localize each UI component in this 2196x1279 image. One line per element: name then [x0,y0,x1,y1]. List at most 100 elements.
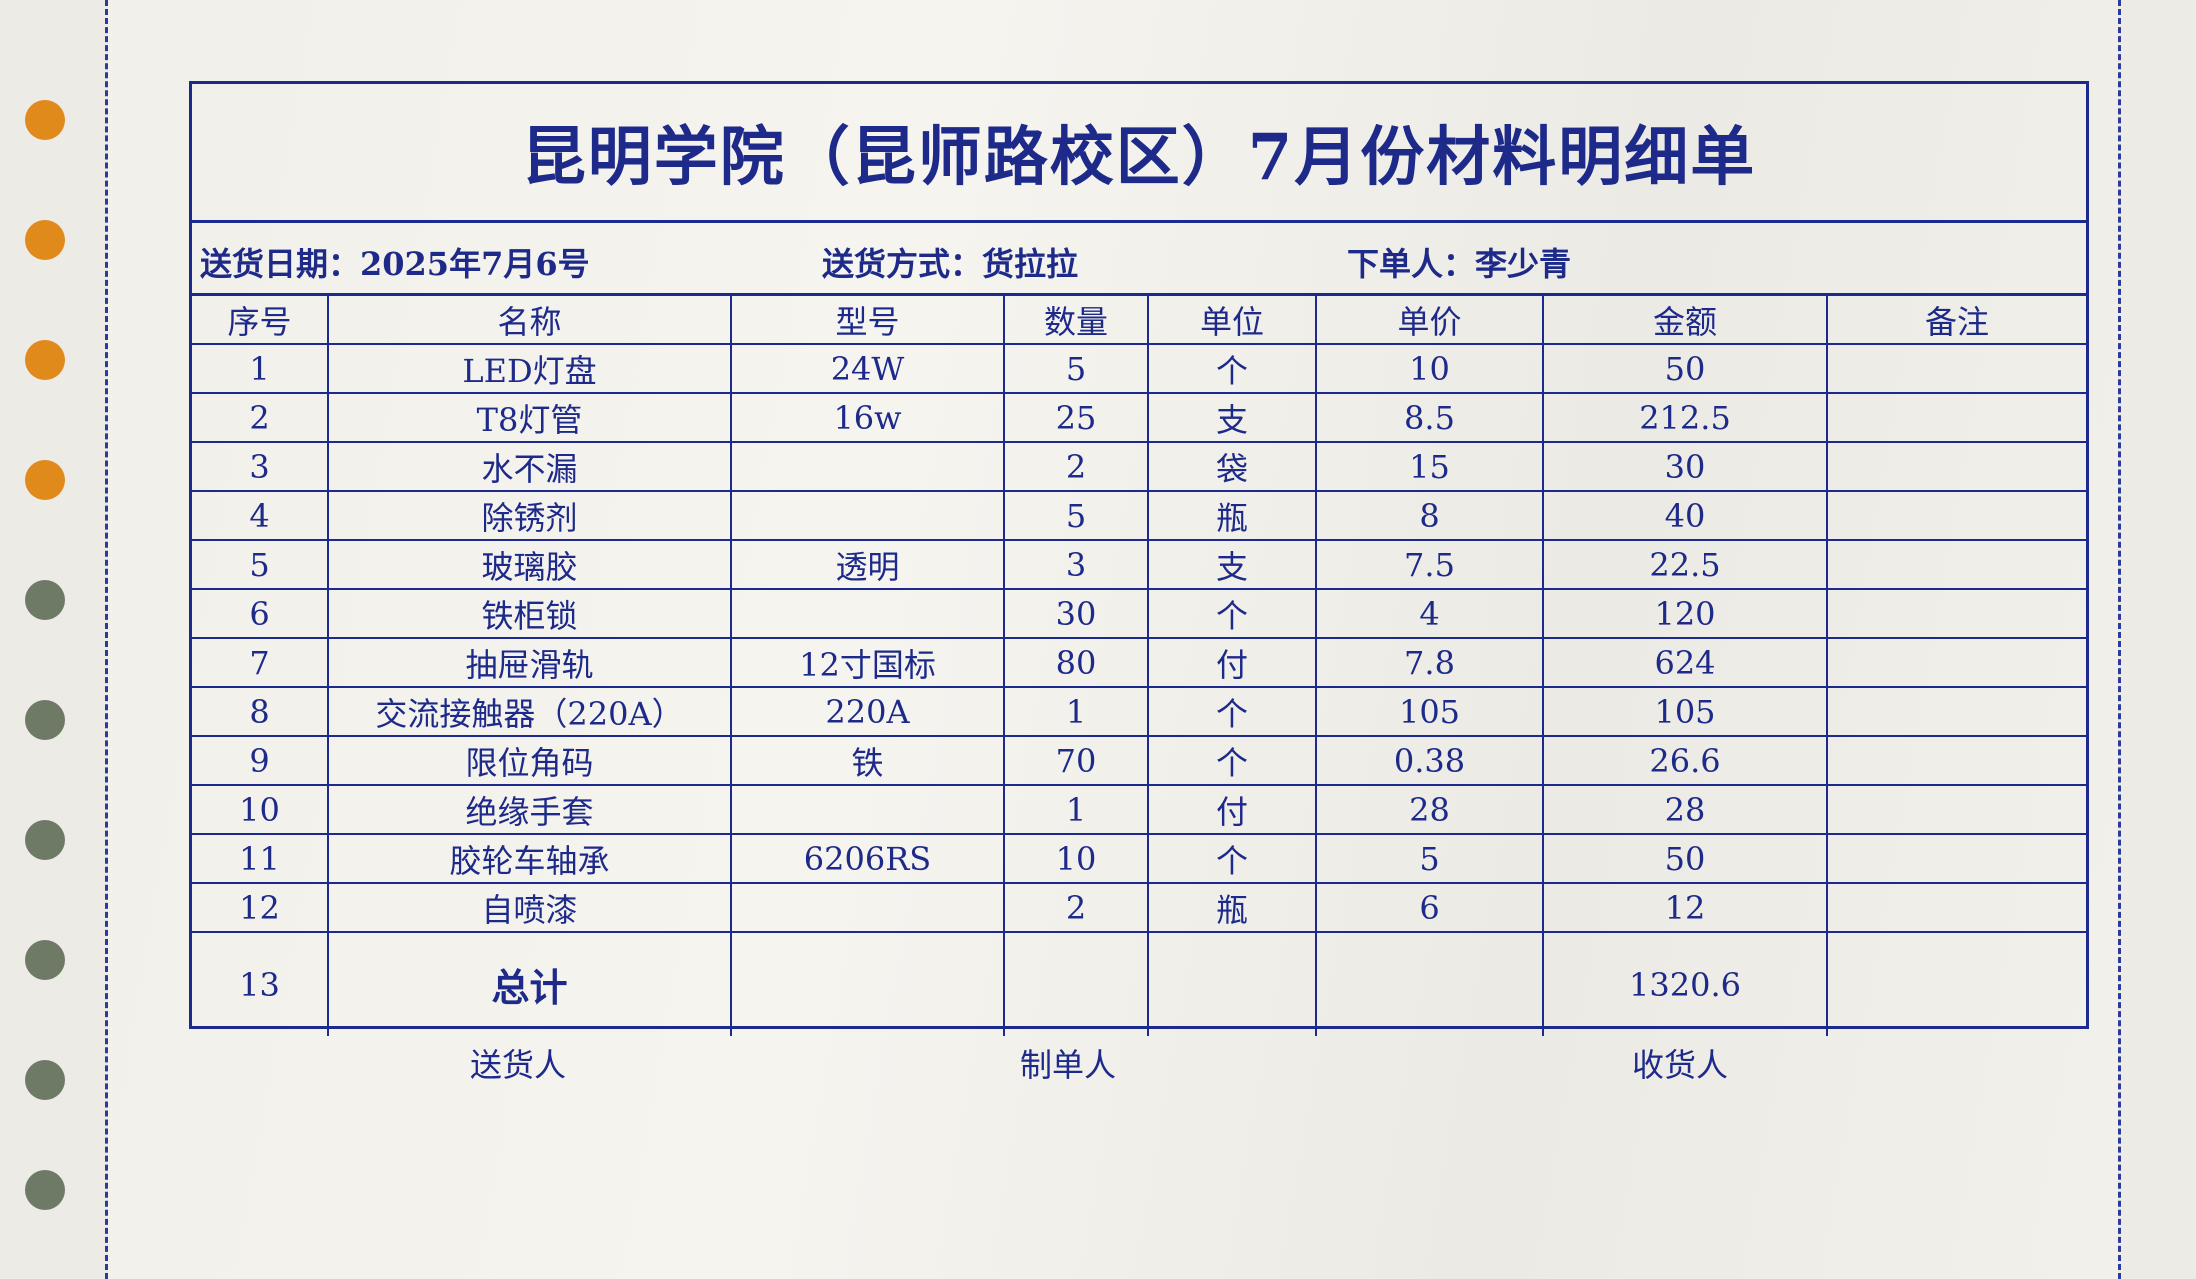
cell-name: 除锈剂 [327,490,732,541]
cell-remarks [1826,686,2086,737]
table-row: 8 交流接触器（220A） 220A 1 个 105 105 [192,686,2086,737]
cell-remarks [1826,343,2086,394]
table-row: 11 胶轮车轴承 6206RS 10 个 5 50 [192,833,2086,884]
cell-amount: 40 [1542,490,1828,541]
cell-amount: 212.5 [1542,392,1828,443]
cell-model: 6206RS [730,833,1005,884]
materials-table: 序号 名称 型号 数量 单位 单价 金额 备注 1 LED灯盘 24W 5 个 10 50 2 T8灯管 16w… [192,296,2086,1036]
table-row: 12 自喷漆 2 瓶 6 12 [192,882,2086,933]
empty-cell [1147,931,1317,1036]
cell-model: 铁 [730,735,1005,786]
cell-name: LED灯盘 [327,343,732,394]
cell-index: 3 [192,441,329,492]
cell-name: 胶轮车轴承 [327,833,732,884]
total-row: 13 总计 1320.6 [192,931,2086,1036]
table-row: 10 绝缘手套 1 付 28 28 [192,784,2086,835]
cell-amount: 28 [1542,784,1828,835]
column-header-name: 名称 [327,296,732,345]
cell-remarks [1826,784,2086,835]
cell-model [730,784,1005,835]
cell-unit-price: 8 [1315,490,1544,541]
cell-amount: 624 [1542,637,1828,688]
cell-remarks [1826,392,2086,443]
table-row: 3 水不漏 2 袋 15 30 [192,441,2086,492]
cell-model [730,588,1005,639]
cell-unit: 瓶 [1147,882,1317,933]
cell-remarks [1826,539,2086,590]
cell-index: 9 [192,735,329,786]
cell-unit: 个 [1147,588,1317,639]
cell-quantity: 2 [1003,882,1149,933]
total-index: 13 [192,931,329,1036]
deliverer-signature-label: 送货人 [470,1046,567,1084]
cell-quantity: 3 [1003,539,1149,590]
cell-index: 1 [192,343,329,394]
cell-quantity: 25 [1003,392,1149,443]
cell-model: 16w [730,392,1005,443]
cell-name: 限位角码 [327,735,732,786]
column-header-unit: 单位 [1147,296,1317,345]
cell-remarks [1826,490,2086,541]
cell-unit: 付 [1147,637,1317,688]
cell-name: 铁柜锁 [327,588,732,639]
cell-model [730,882,1005,933]
table-row: 5 玻璃胶 透明 3 支 7.5 22.5 [192,539,2086,590]
cell-quantity: 1 [1003,686,1149,737]
cell-index: 7 [192,637,329,688]
cell-unit: 支 [1147,539,1317,590]
receiver-signature-label: 收货人 [1632,1046,1729,1084]
column-header-unit-price: 单价 [1315,296,1544,345]
cell-model [730,490,1005,541]
cell-index: 12 [192,882,329,933]
right-perforated-strip [2118,0,2196,1279]
cell-index: 4 [192,490,329,541]
cell-model: 24W [730,343,1005,394]
empty-cell [1315,931,1544,1036]
cell-remarks [1826,588,2086,639]
cell-name: 水不漏 [327,441,732,492]
table-row: 9 限位角码铁 70 个 0.38 26.6 [192,735,2086,786]
cell-name: 交流接触器（220A） [327,686,732,737]
cell-amount: 26.6 [1542,735,1828,786]
table-row: 2 T8灯管 16w 25 支 8.5 212.5 [192,392,2086,443]
info-row: 送货日期：2025年7月6号 送货方式：货拉拉 下单人：李少青 [192,223,2086,296]
cell-index: 11 [192,833,329,884]
cell-unit-price: 0.38 [1315,735,1544,786]
column-header-remarks: 备注 [1826,296,2086,345]
cell-name: 自喷漆 [327,882,732,933]
table-row: 1 LED灯盘 24W 5 个 10 50 [192,343,2086,394]
cell-remarks [1826,882,2086,933]
column-header-index: 序号 [192,296,329,345]
cell-unit: 个 [1147,833,1317,884]
cell-unit-price: 15 [1315,441,1544,492]
cell-index: 8 [192,686,329,737]
empty-cell [1003,931,1149,1036]
delivery-method: 送货方式：货拉拉 [822,245,1079,283]
cell-name: T8灯管 [327,392,732,443]
cell-index: 2 [192,392,329,443]
cell-unit-price: 28 [1315,784,1544,835]
cell-quantity: 30 [1003,588,1149,639]
cell-model: 透明 [730,539,1005,590]
orderer: 下单人：李少青 [1347,245,1572,283]
cell-unit: 个 [1147,343,1317,394]
form-title: 昆明学院（昆师路校区）7月份材料明细单 [192,84,2086,223]
cell-index: 6 [192,588,329,639]
cell-unit: 付 [1147,784,1317,835]
cell-quantity: 5 [1003,490,1149,541]
cell-unit-price: 105 [1315,686,1544,737]
total-amount: 1320.6 [1542,931,1828,1036]
cell-unit: 个 [1147,735,1317,786]
column-header-quantity: 数量 [1003,296,1149,345]
cell-unit-price: 5 [1315,833,1544,884]
cell-index: 5 [192,539,329,590]
cell-quantity: 10 [1003,833,1149,884]
cell-amount: 120 [1542,588,1828,639]
cell-amount: 22.5 [1542,539,1828,590]
empty-cell [1826,931,2086,1036]
cell-remarks [1826,441,2086,492]
cell-remarks [1826,735,2086,786]
total-label: 总计 [327,931,732,1036]
cell-model: 220A [730,686,1005,737]
